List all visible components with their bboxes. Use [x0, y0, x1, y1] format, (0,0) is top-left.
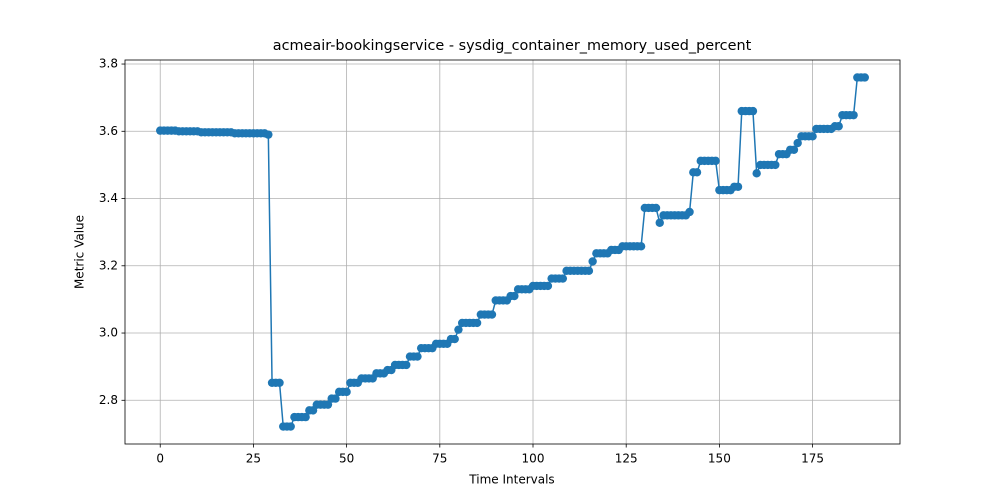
- data-point: [655, 218, 664, 227]
- data-point: [413, 352, 422, 361]
- data-point: [636, 242, 646, 251]
- y-tick-label: 3.2: [99, 258, 118, 272]
- data-point: [808, 132, 817, 141]
- data-point: [286, 422, 295, 431]
- y-tick-label: 3.8: [99, 57, 118, 71]
- data-point: [584, 266, 594, 276]
- data-point: [301, 412, 310, 422]
- x-axis-label: Time Intervals: [468, 473, 554, 487]
- x-tick-label: 100: [522, 452, 545, 466]
- x-tick-label: 25: [246, 452, 261, 466]
- x-tick-label: 175: [801, 452, 824, 466]
- data-point: [752, 169, 761, 178]
- data-point: [450, 334, 459, 344]
- y-tick-label: 3.0: [99, 326, 118, 340]
- data-point: [860, 73, 869, 82]
- y-tick-label: 3.6: [99, 124, 118, 138]
- data-point: [275, 378, 284, 388]
- data-point: [558, 274, 568, 283]
- data-point: [685, 207, 694, 217]
- x-tick-label: 125: [615, 452, 638, 466]
- data-point: [793, 138, 802, 148]
- data-point: [588, 257, 597, 266]
- x-tick-label: 75: [432, 452, 447, 466]
- plot-frame: [124, 59, 901, 445]
- data-point: [651, 203, 661, 213]
- data-point: [264, 130, 273, 139]
- data-point: [771, 160, 780, 170]
- y-tick-label: 3.4: [99, 191, 118, 205]
- data-point: [849, 110, 858, 120]
- data-point: [711, 156, 720, 166]
- data-point: [543, 281, 553, 291]
- x-tick-label: 150: [708, 452, 731, 466]
- chart-title: acmeair-bookingservice - sysdig_containe…: [273, 38, 752, 54]
- data-point: [342, 387, 351, 397]
- data-point: [733, 182, 743, 191]
- data-point: [487, 310, 497, 319]
- data-point: [834, 122, 843, 131]
- data-point: [472, 318, 482, 328]
- data-point: [510, 291, 519, 301]
- data-point: [789, 145, 799, 154]
- data-point: [402, 360, 411, 370]
- data-point: [323, 400, 333, 409]
- x-tick-label: 0: [156, 452, 164, 466]
- y-axis-label: Metric Value: [73, 215, 87, 289]
- data-point: [454, 325, 463, 334]
- data-point: [331, 394, 340, 403]
- data-point: [692, 168, 702, 177]
- data-point: [748, 106, 758, 116]
- x-tick-label: 50: [339, 452, 354, 466]
- y-tick-label: 2.8: [99, 393, 118, 407]
